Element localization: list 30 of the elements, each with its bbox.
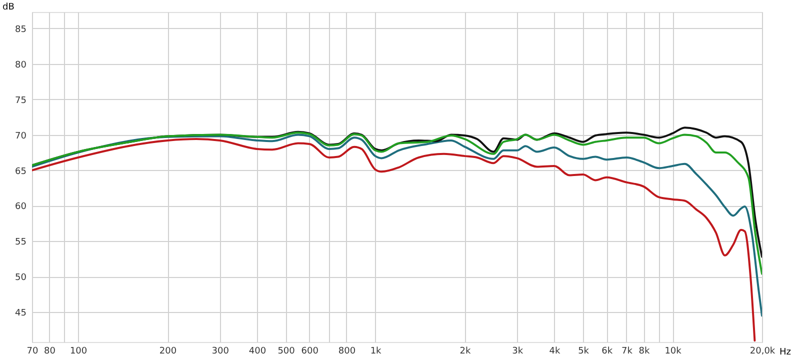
y-tick-label: 80 — [15, 60, 27, 70]
y-tick-label: 65 — [15, 166, 26, 177]
x-tick-label: 4k — [549, 346, 561, 356]
y-tick-label: 60 — [15, 202, 27, 212]
x-tick-label: 200 — [159, 346, 177, 356]
x-tick-label: 5k — [578, 346, 590, 356]
x-tick-label: 600 — [301, 346, 319, 356]
x-tick-label: 400 — [248, 346, 266, 356]
x-tick-label: 80 — [44, 346, 56, 356]
x-tick-label: 500 — [278, 346, 296, 356]
y-axis-title: dB — [2, 2, 14, 12]
y-tick-label: 55 — [15, 238, 26, 248]
x-tick-label: 70 — [26, 346, 38, 356]
y-tick-label: 50 — [15, 273, 27, 284]
x-tick-label: 100 — [70, 346, 88, 356]
x-tick-label: 800 — [338, 346, 356, 356]
y-tick-label: 45 — [15, 308, 26, 319]
x-tick-label: 20,0k — [750, 346, 776, 356]
y-tick-label: 70 — [15, 131, 27, 142]
x-tick-label: 1k — [370, 346, 382, 356]
x-tick-label: 6k — [602, 346, 614, 356]
x-tick-label: 2k — [460, 346, 472, 356]
x-tick-label: 3k — [512, 346, 524, 356]
y-tick-label: 75 — [15, 96, 26, 106]
x-tick-label: 7k — [622, 346, 634, 356]
x-tick-label: 10k — [664, 346, 682, 356]
y-tick-label: 85 — [15, 24, 26, 35]
x-tick-label: 8k — [638, 346, 650, 356]
x-tick-label: 300 — [212, 346, 230, 356]
x-axis-title: Hz — [780, 348, 792, 357]
